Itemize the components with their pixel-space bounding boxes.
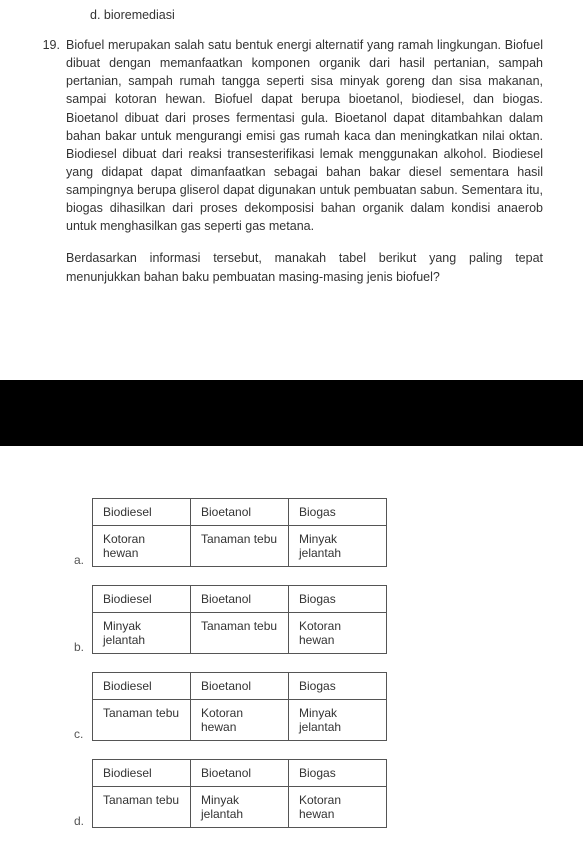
- prev-question-option-d: d. bioremediasi: [90, 8, 543, 22]
- col-header: Biodiesel: [93, 673, 191, 700]
- table-row: Biodiesel Bioetanol Biogas: [93, 760, 387, 787]
- table-cell: Minyak jelantah: [93, 613, 191, 654]
- question-19: 19. Biofuel merupakan salah satu bentuk …: [40, 36, 543, 235]
- table-cell: Kotoran hewan: [191, 700, 289, 741]
- option-table: Biodiesel Bioetanol Biogas Minyak jelant…: [92, 585, 387, 654]
- page-break-band: [0, 380, 583, 446]
- option-b[interactable]: b. Biodiesel Bioetanol Biogas Minyak jel…: [92, 585, 583, 654]
- question-number: 19.: [40, 36, 66, 235]
- col-header: Bioetanol: [191, 586, 289, 613]
- col-header: Bioetanol: [191, 499, 289, 526]
- option-a[interactable]: a. Biodiesel Bioetanol Biogas Kotoran he…: [92, 498, 583, 567]
- col-header: Bioetanol: [191, 673, 289, 700]
- question-instruction: Berdasarkan informasi tersebut, manakah …: [40, 249, 543, 285]
- option-c[interactable]: c. Biodiesel Bioetanol Biogas Tanaman te…: [92, 672, 583, 741]
- table-cell: Tanaman tebu: [93, 700, 191, 741]
- option-label: a.: [74, 553, 84, 567]
- col-header: Biogas: [289, 499, 387, 526]
- col-header: Biodiesel: [93, 586, 191, 613]
- col-header: Biogas: [289, 673, 387, 700]
- answer-options: a. Biodiesel Bioetanol Biogas Kotoran he…: [0, 498, 583, 846]
- option-label: d.: [74, 814, 84, 828]
- table-cell: Minyak jelantah: [289, 700, 387, 741]
- col-header: Biodiesel: [93, 760, 191, 787]
- table-cell: Minyak jelantah: [191, 787, 289, 828]
- option-d[interactable]: d. Biodiesel Bioetanol Biogas Tanaman te…: [92, 759, 583, 828]
- table-row: Tanaman tebu Minyak jelantah Kotoran hew…: [93, 787, 387, 828]
- question-text: Biofuel merupakan salah satu bentuk ener…: [66, 36, 543, 235]
- option-table: Biodiesel Bioetanol Biogas Tanaman tebu …: [92, 759, 387, 828]
- option-label: b.: [74, 640, 84, 654]
- table-row: Tanaman tebu Kotoran hewan Minyak jelant…: [93, 700, 387, 741]
- table-cell: Minyak jelantah: [289, 526, 387, 567]
- table-row: Biodiesel Bioetanol Biogas: [93, 586, 387, 613]
- table-cell: Kotoran hewan: [289, 787, 387, 828]
- col-header: Biodiesel: [93, 499, 191, 526]
- table-cell: Kotoran hewan: [289, 613, 387, 654]
- table-cell: Tanaman tebu: [93, 787, 191, 828]
- option-table: Biodiesel Bioetanol Biogas Tanaman tebu …: [92, 672, 387, 741]
- table-row: Biodiesel Bioetanol Biogas: [93, 499, 387, 526]
- table-row: Biodiesel Bioetanol Biogas: [93, 673, 387, 700]
- table-cell: Tanaman tebu: [191, 613, 289, 654]
- table-row: Kotoran hewan Tanaman tebu Minyak jelant…: [93, 526, 387, 567]
- table-row: Minyak jelantah Tanaman tebu Kotoran hew…: [93, 613, 387, 654]
- option-label: c.: [74, 727, 83, 741]
- table-cell: Tanaman tebu: [191, 526, 289, 567]
- col-header: Biogas: [289, 586, 387, 613]
- table-cell: Kotoran hewan: [93, 526, 191, 567]
- option-table: Biodiesel Bioetanol Biogas Kotoran hewan…: [92, 498, 387, 567]
- col-header: Bioetanol: [191, 760, 289, 787]
- col-header: Biogas: [289, 760, 387, 787]
